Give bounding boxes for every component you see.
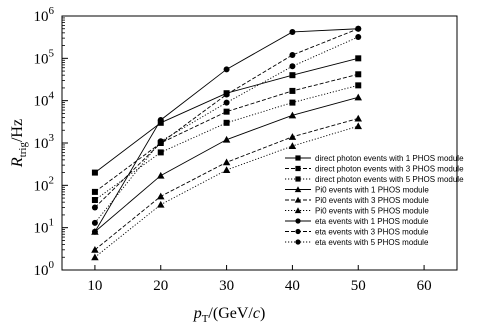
data-point: [355, 33, 362, 40]
x-tick-label: 50: [351, 278, 366, 294]
legend-label: Pi0 events with 5 PHOS module: [315, 207, 429, 216]
data-point: [354, 114, 362, 122]
legend-marker: [295, 239, 301, 245]
legend-marker: [295, 155, 301, 161]
legend-item: eta events with 3 PHOS module: [285, 228, 429, 237]
legend-marker: [295, 176, 301, 182]
series-4: [91, 114, 362, 253]
y-tick-label: 102: [34, 174, 55, 194]
data-point: [91, 246, 99, 253]
data-point: [222, 158, 231, 166]
chart-legend: direct photon events with 1 PHOS module d…: [285, 154, 464, 247]
data-point: [288, 133, 297, 140]
data-point: [289, 28, 296, 35]
legend-marker: [294, 196, 302, 203]
legend-marker: [294, 207, 302, 214]
data-point: [223, 91, 230, 98]
y-axis-label: Rtrig/Hz: [9, 119, 29, 168]
data-point: [91, 188, 98, 195]
data-point: [91, 204, 98, 211]
legend-item: direct photon events with 1 PHOS module: [285, 154, 464, 163]
legend-item: eta events with 5 PHOS module: [285, 238, 429, 247]
data-point: [223, 99, 230, 106]
legend-marker: [295, 228, 301, 235]
data-point: [289, 87, 296, 94]
y-tick-label: 103: [34, 132, 55, 152]
legend-label: Pi0 events with 1 PHOS module: [315, 186, 429, 195]
data-point: [157, 149, 164, 156]
x-tick-label: 20: [153, 278, 168, 294]
data-point: [223, 66, 230, 73]
chart-axis-labels: pT/(GeV/c) Rtrig/Hz: [9, 119, 265, 325]
series-8: [91, 33, 362, 226]
y-tick-label: 101: [34, 217, 55, 237]
x-tick-label: 10: [87, 278, 102, 294]
data-point: [289, 51, 296, 58]
legend-label: Pi0 events with 3 PHOS module: [315, 196, 429, 205]
data-point: [354, 93, 362, 101]
data-point: [288, 111, 297, 119]
legend-item: direct photon events with 3 PHOS module: [285, 165, 464, 174]
y-tick-label: 100: [34, 259, 55, 279]
chart-series: [91, 25, 362, 261]
legend-item: Pi0 events with 3 PHOS module: [285, 196, 429, 205]
data-point: [288, 142, 297, 149]
y-tick-label: 104: [34, 90, 55, 110]
data-point: [91, 169, 98, 176]
chart-axes: 10 20 30 40 50 60 100 101 102 103 104 105 106: [34, 5, 458, 294]
legend-item: Pi0 events with 1 PHOS module: [285, 186, 429, 195]
data-point: [289, 99, 296, 106]
data-point: [223, 108, 230, 115]
x-tick-label: 60: [417, 278, 432, 294]
data-point: [223, 119, 230, 126]
data-point: [355, 25, 362, 32]
series-5: [91, 122, 362, 261]
series-line: [94, 36, 359, 224]
legend-label: eta events with 5 PHOS module: [315, 238, 429, 247]
data-point: [157, 192, 165, 200]
data-point: [355, 82, 362, 89]
data-point: [91, 219, 98, 226]
x-axis-label: pT/(GeV/c): [193, 305, 266, 325]
legend-label: direct photon events with 1 PHOS module: [315, 154, 464, 163]
data-point: [157, 200, 165, 208]
legend-label: direct photon events with 3 PHOS module: [315, 165, 464, 174]
data-point: [222, 166, 231, 174]
data-point: [157, 171, 165, 179]
data-point: [354, 122, 362, 130]
y-tick-label: 106: [34, 5, 55, 25]
legend-item: Pi0 events with 5 PHOS module: [285, 207, 429, 216]
x-tick-label: 40: [285, 278, 300, 294]
data-point: [91, 253, 99, 261]
y-tick-label: 105: [34, 47, 55, 67]
x-tick-label: 30: [219, 278, 234, 294]
legend-item: direct photon events with 5 PHOS module: [285, 175, 464, 184]
legend-label: eta events with 1 PHOS module: [315, 217, 429, 226]
data-point: [289, 63, 296, 70]
series-line: [94, 28, 359, 208]
legend-marker: [294, 186, 302, 193]
data-point: [157, 116, 164, 123]
legend-item: eta events with 1 PHOS module: [285, 217, 429, 226]
series-line: [94, 73, 359, 193]
data-point: [91, 197, 98, 204]
legend-marker: [295, 218, 301, 224]
data-point: [222, 135, 231, 143]
data-point: [157, 138, 164, 145]
legend-label: eta events with 3 PHOS module: [315, 228, 429, 237]
data-point: [289, 72, 296, 79]
legend-label: direct photon events with 5 PHOS module: [315, 175, 464, 184]
data-point: [91, 228, 98, 235]
legend-marker: [295, 165, 301, 172]
data-point: [355, 71, 362, 78]
data-point: [355, 55, 362, 62]
